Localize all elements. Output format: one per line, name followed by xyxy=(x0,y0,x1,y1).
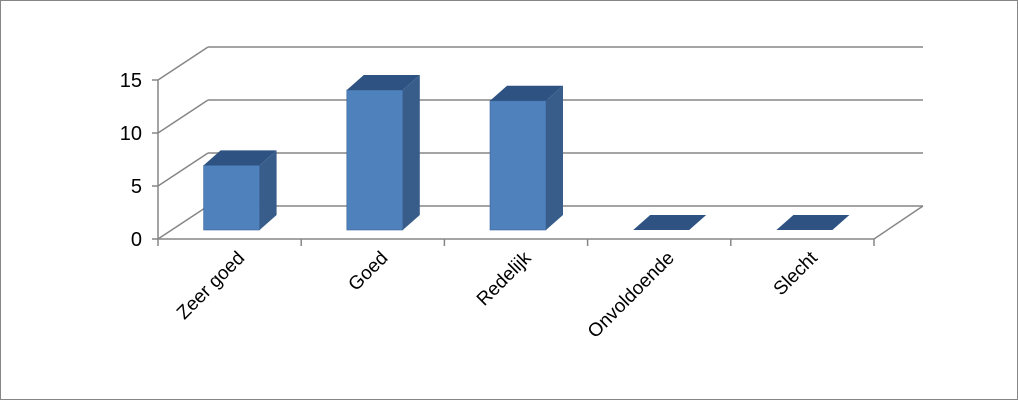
category-label: Goed xyxy=(345,248,393,296)
bar-side xyxy=(259,150,277,230)
bar-top xyxy=(776,215,850,230)
y-tick-label: 5 xyxy=(131,176,142,198)
y-tick-label: 10 xyxy=(120,123,142,145)
category-label: Redelijk xyxy=(473,247,536,310)
y-tick-label: 0 xyxy=(131,229,142,251)
bar-top xyxy=(490,85,563,101)
gridline-side xyxy=(157,205,209,240)
bar-front xyxy=(489,100,547,231)
bar-top xyxy=(203,150,277,166)
gridline-side xyxy=(157,152,209,187)
floor-edge xyxy=(873,205,924,240)
bar-front xyxy=(203,165,260,231)
bar-top xyxy=(633,215,707,230)
bar-side xyxy=(402,75,420,230)
category-label: Onvoldoende xyxy=(584,248,679,343)
gridline-side xyxy=(157,46,209,81)
bar-side xyxy=(546,85,563,231)
category-label: Zeer goed xyxy=(173,248,249,324)
bar-top xyxy=(346,75,420,90)
gridline-side xyxy=(157,99,209,134)
category-label: Slecht xyxy=(770,247,823,300)
y-tick-label: 15 xyxy=(120,70,142,92)
bar-front xyxy=(346,89,404,231)
